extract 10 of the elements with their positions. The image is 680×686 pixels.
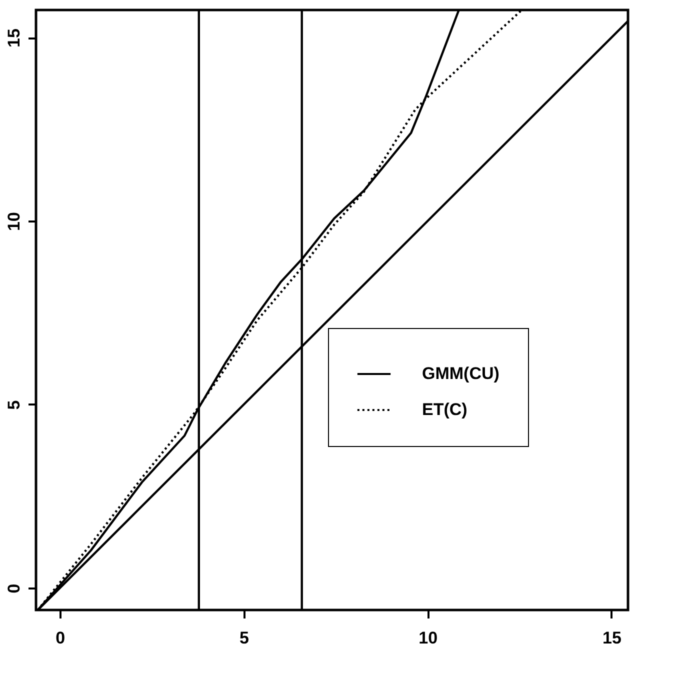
x-tick-label: 0 — [56, 628, 66, 648]
legend-label: ET(C) — [422, 400, 468, 419]
legend-label: GMM(CU) — [422, 364, 500, 383]
x-tick-label: 15 — [602, 628, 622, 648]
x-tick-label: 10 — [418, 628, 438, 648]
y-tick-label: 15 — [4, 28, 24, 48]
x-tick-label: 5 — [240, 628, 249, 648]
y-tick-label: 10 — [4, 212, 24, 231]
y-tick-label: 0 — [4, 584, 24, 594]
y-tick-label: 5 — [4, 400, 24, 410]
